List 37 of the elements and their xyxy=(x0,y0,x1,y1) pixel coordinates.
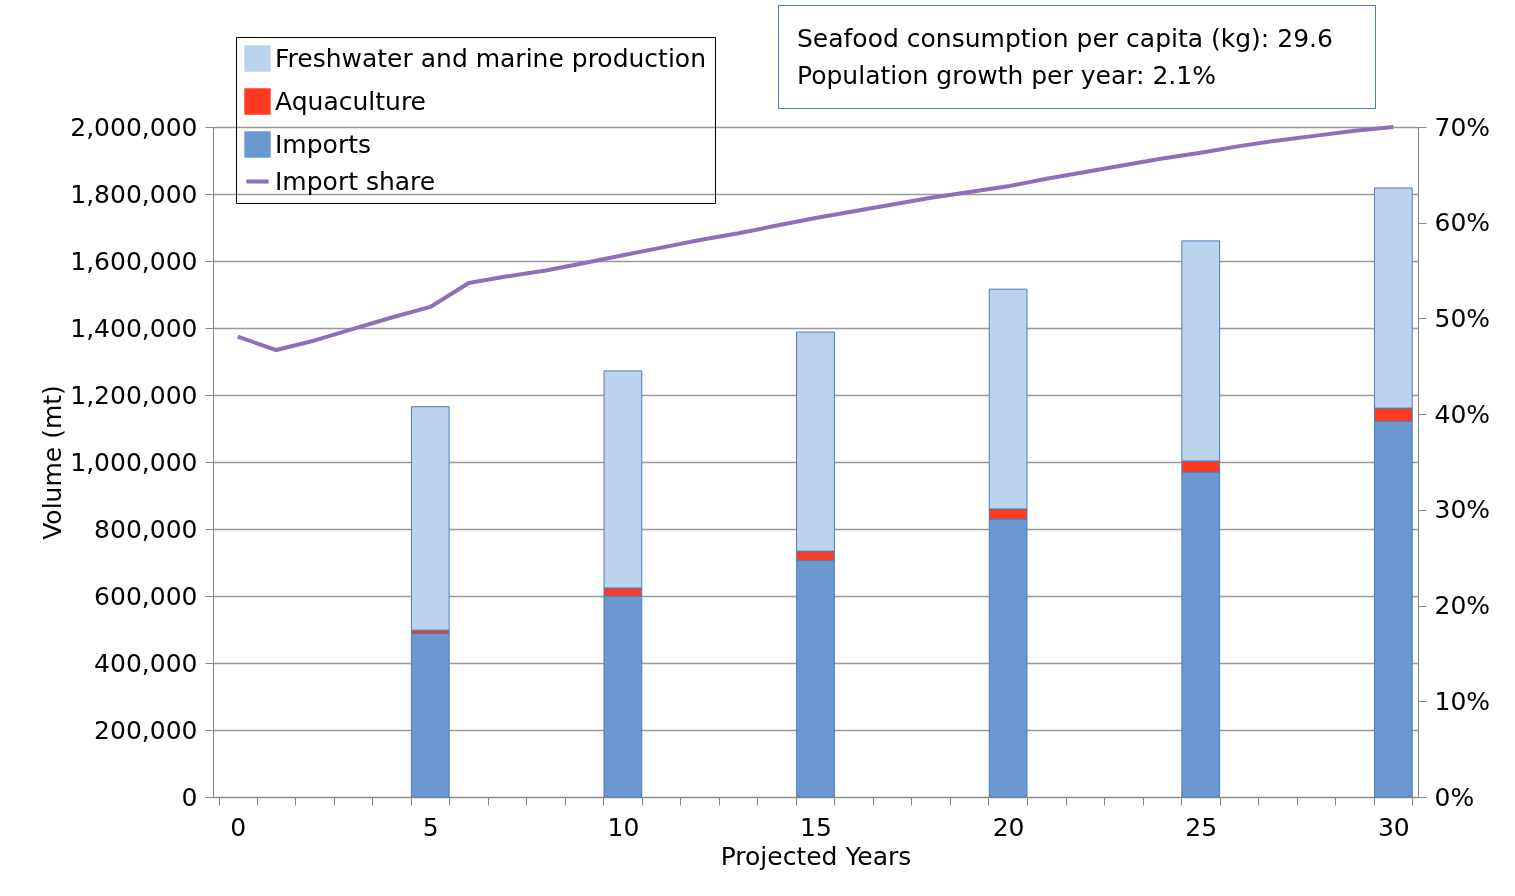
x-tick-label: 25 xyxy=(1185,812,1218,842)
y2-tick-label: 50% xyxy=(1434,303,1491,333)
y-tick-label: 1,400,000 xyxy=(70,313,198,343)
text: Seafood consumption per capita (kg): 29.6 xyxy=(797,23,1334,55)
x-tick-label: 0 xyxy=(230,812,247,842)
legend-label: Imports xyxy=(275,129,371,159)
x-tick-label: 5 xyxy=(422,812,439,842)
line-series xyxy=(235,125,1396,353)
y-tick-label: 0 xyxy=(181,782,198,812)
x-axis-title: Projected Years xyxy=(720,841,912,871)
legend-label: Import share xyxy=(275,166,436,196)
text: Population growth per year: 2.1% xyxy=(797,60,1217,92)
y2-tick-label: 60% xyxy=(1434,208,1491,238)
y2-tick-label: 20% xyxy=(1434,591,1491,621)
y2-tick-label: 10% xyxy=(1434,686,1491,716)
y-axis-title: Volume (mt) xyxy=(38,385,68,540)
y-tick-label: 1,000,000 xyxy=(70,447,198,477)
y-tick-label: 200,000 xyxy=(94,715,198,745)
y2-tick-label: 0% xyxy=(1434,782,1475,812)
y2-tick-label: 40% xyxy=(1434,399,1491,429)
y2-tick-label: 70% xyxy=(1434,112,1491,142)
legend-label: Aquaculture xyxy=(275,86,426,116)
y2-tick-label: 30% xyxy=(1434,495,1491,525)
x-tick-label: 30 xyxy=(1377,812,1410,842)
y-tick-label: 1,800,000 xyxy=(70,179,198,209)
y-tick-label: 1,600,000 xyxy=(70,246,198,276)
x-tick-label: 20 xyxy=(992,812,1025,842)
y-tick-label: 2,000,000 xyxy=(70,112,198,142)
x-tick-label: 15 xyxy=(800,812,832,842)
bar xyxy=(410,633,450,798)
legend-label: Freshwater and marine production xyxy=(275,43,707,73)
y-tick-label: 800,000 xyxy=(94,514,198,544)
x-tick-label: 10 xyxy=(607,812,640,842)
bar xyxy=(410,406,450,631)
y-tick-label: 600,000 xyxy=(94,581,198,611)
y-tick-label: 400,000 xyxy=(94,648,198,678)
y-tick-label: 1,200,000 xyxy=(70,380,198,410)
